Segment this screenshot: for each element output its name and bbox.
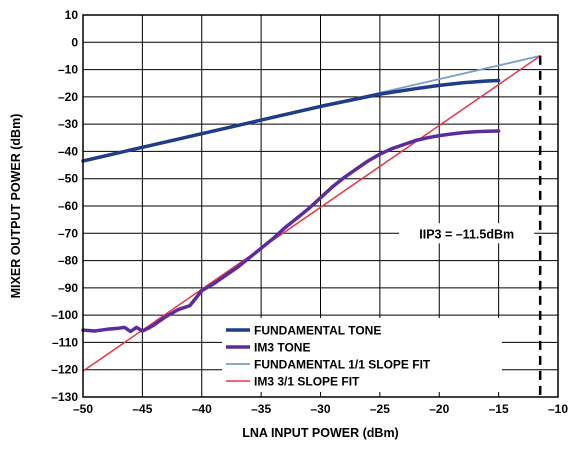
- y-tick-label: 0: [71, 35, 78, 49]
- x-tick-label: –15: [489, 402, 509, 416]
- legend-label: FUNDAMENTAL 1/1 SLOPE FIT: [254, 358, 431, 372]
- legend-label: IM3 3/1 SLOPE FIT: [254, 375, 360, 389]
- x-tick-label: –20: [429, 402, 449, 416]
- y-tick-label: –60: [58, 199, 78, 213]
- x-tick-label: –50: [73, 402, 93, 416]
- x-axis-title: LNA INPUT POWER (dBm): [242, 426, 398, 440]
- legend-label: IM3 TONE: [254, 341, 310, 355]
- y-tick-label: –30: [58, 117, 78, 131]
- series-im3-3-1-slope-fit-line: [82, 55, 541, 372]
- tick-labels: –50 –45 –40 –35 –30 –25 –20 –15 –10 10 0 –10 –20 –30 –…: [51, 8, 568, 416]
- iip3-label: IIP3 = –11.5dBm: [419, 227, 514, 241]
- x-tick-label: –35: [251, 402, 271, 416]
- legend-label: FUNDAMENTAL TONE: [254, 324, 381, 338]
- x-tick-label: –30: [310, 402, 330, 416]
- y-tick-label: –100: [51, 308, 78, 322]
- y-tick-label: –80: [58, 254, 78, 268]
- iip3-label-bg: [399, 223, 535, 244]
- y-tick-label: –20: [58, 90, 78, 104]
- plot-frame: [82, 14, 559, 398]
- x-tick-label: –45: [132, 402, 152, 416]
- y-tick-label: –110: [52, 335, 78, 349]
- x-tick-label: –10: [548, 402, 568, 416]
- y-tick-label: –130: [51, 390, 78, 404]
- legend: FUNDAMENTAL TONE IM3 TONE FUNDAMENTAL 1/1 …: [222, 318, 502, 392]
- series-im3-tone-line: [81, 129, 501, 334]
- annotation-layer: IIP3 = –11.5dBm: [399, 55, 542, 397]
- y-tick-label: –50: [58, 172, 78, 186]
- y-tick-label: –90: [58, 281, 78, 295]
- series-layer: [81, 55, 542, 372]
- y-tick-label: –70: [58, 226, 78, 240]
- x-tick-label: –25: [370, 402, 390, 416]
- legend-box: [222, 318, 502, 392]
- y-tick-label: –120: [51, 363, 78, 377]
- y-tick-label: –40: [58, 144, 78, 158]
- y-tick-label: 10: [65, 8, 79, 22]
- y-axis-title: MIXER OUTPUT POWER (dBm): [9, 114, 23, 299]
- series-fundamental-tone-line: [81, 78, 501, 163]
- y-tick-label: –10: [58, 63, 78, 77]
- x-tick-label: –40: [192, 402, 212, 416]
